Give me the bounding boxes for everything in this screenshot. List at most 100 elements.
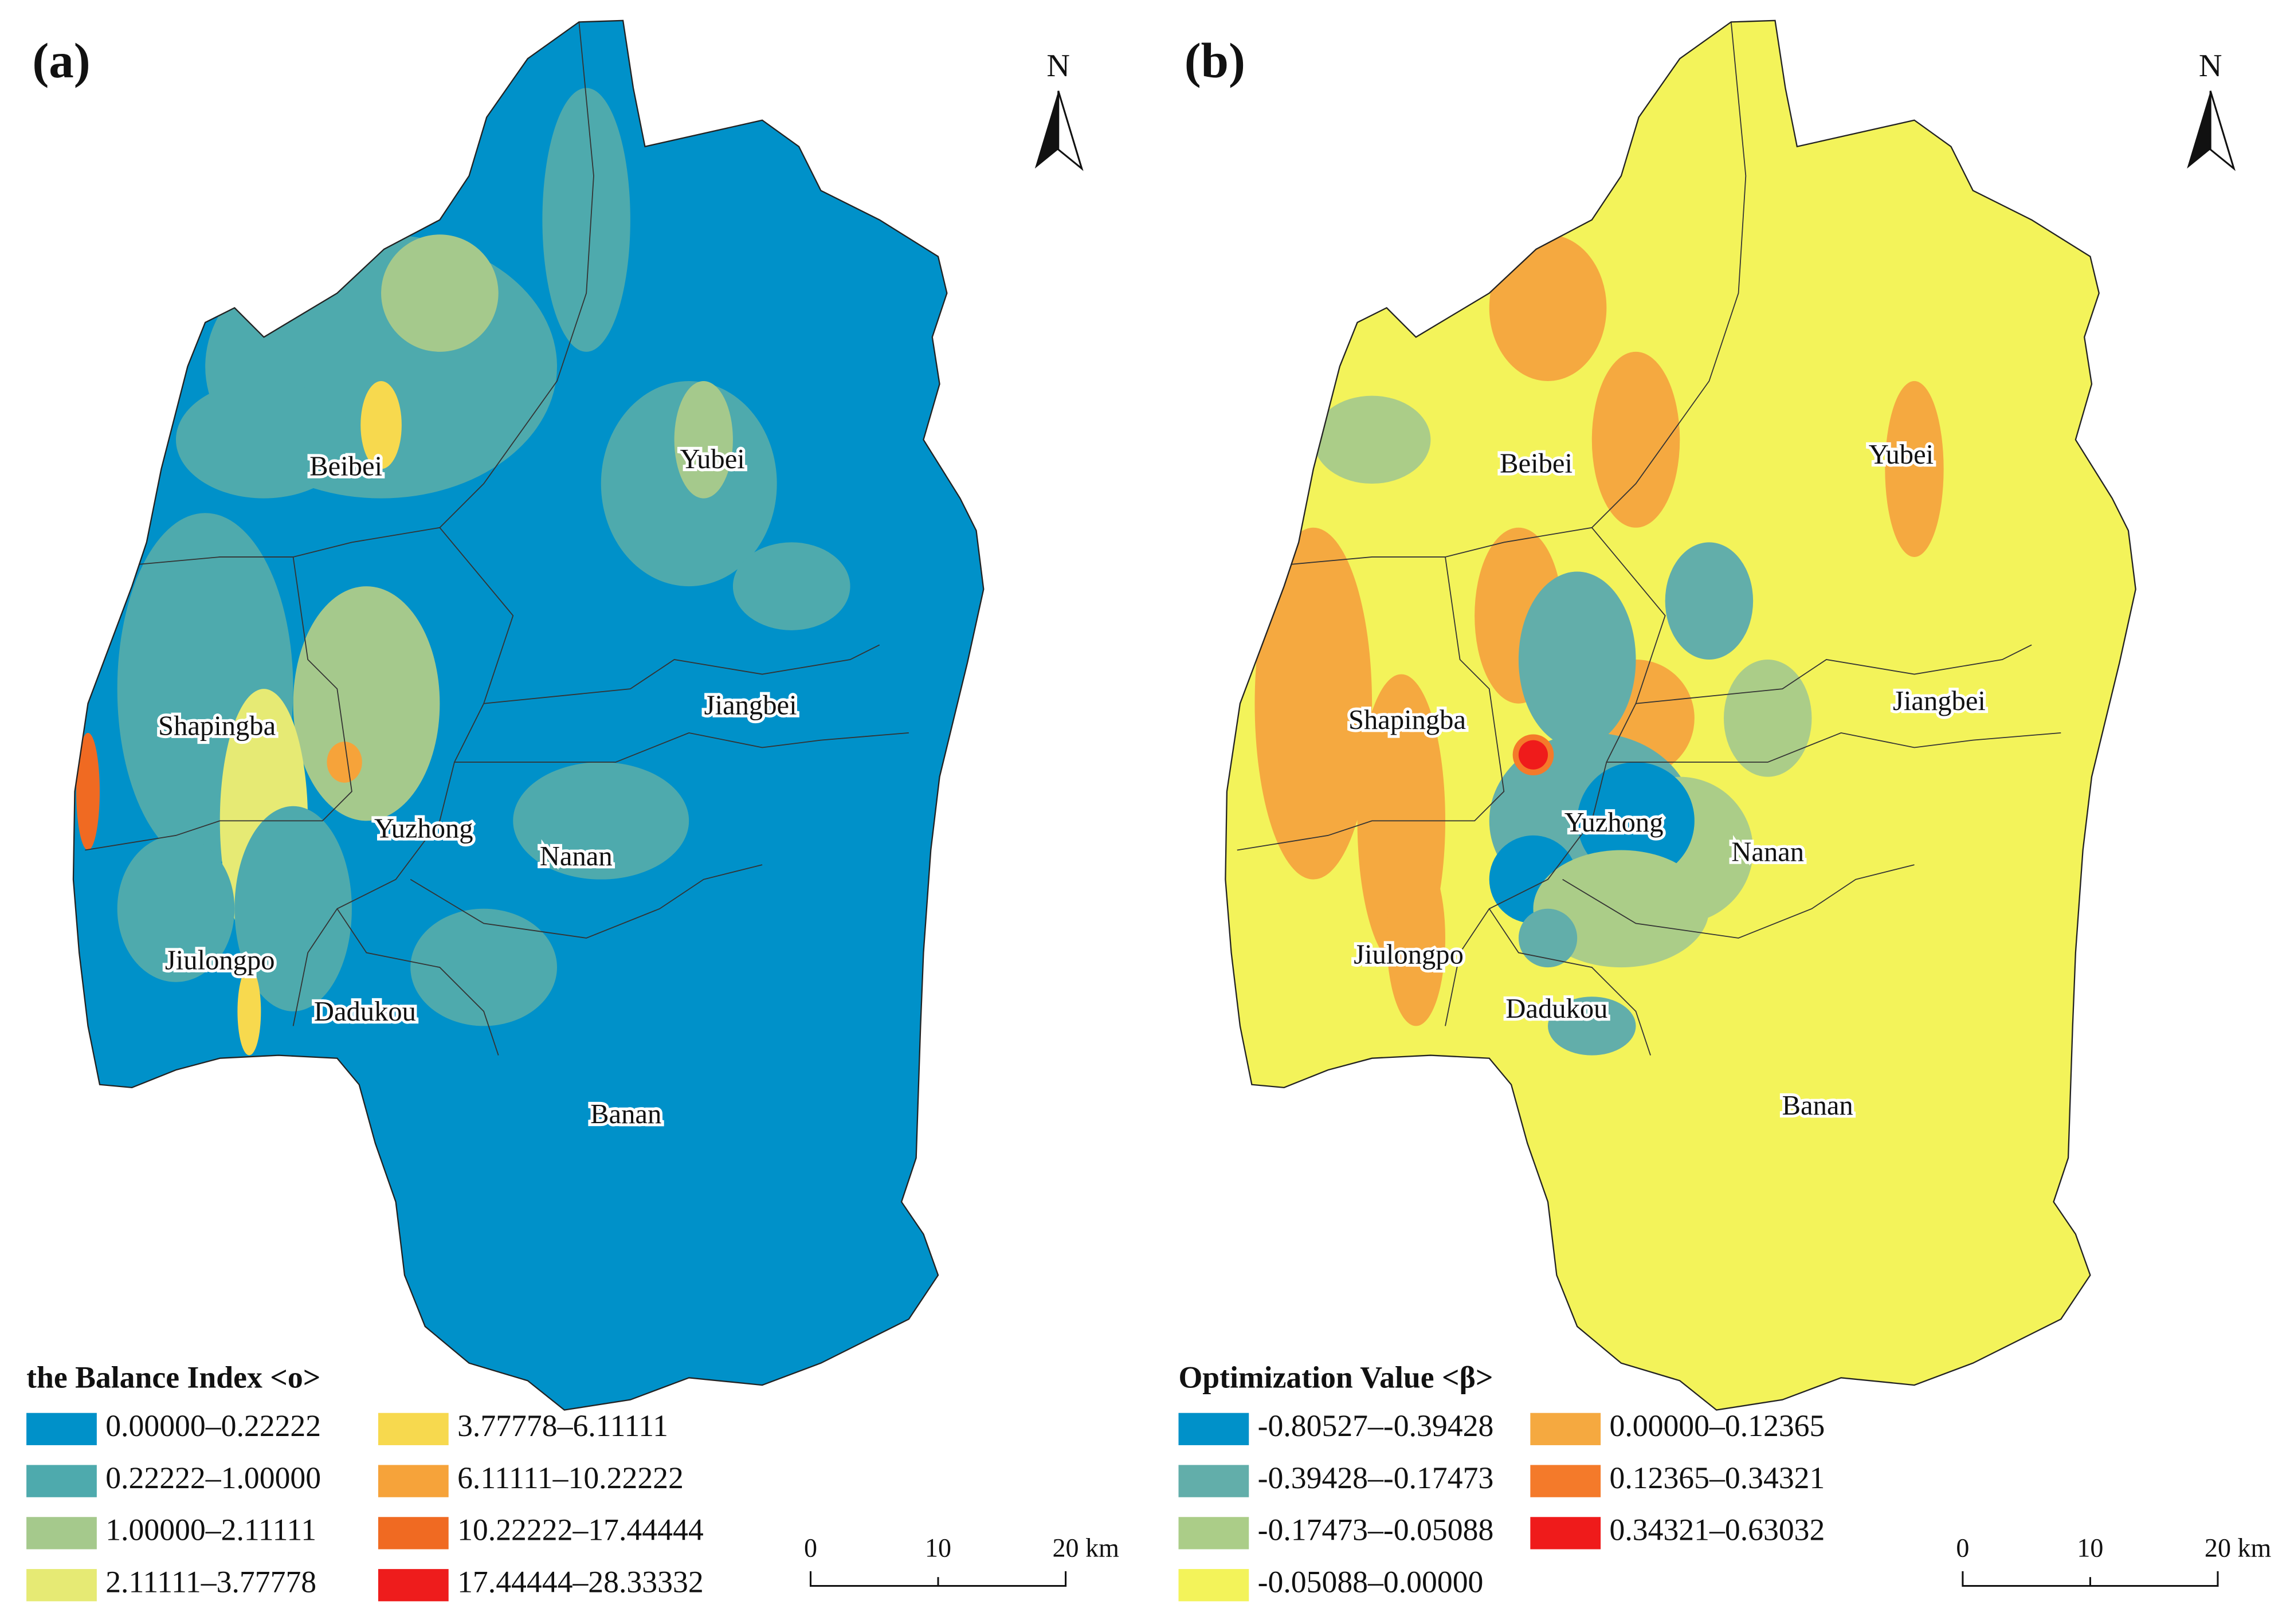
surface-patch bbox=[1548, 997, 1636, 1056]
scale-tick-label: 20 bbox=[2205, 1533, 2231, 1562]
legend-label: -0.80527–-0.39428 bbox=[1258, 1409, 1494, 1443]
legend-label: -0.05088–0.00000 bbox=[1258, 1565, 1484, 1599]
legend-swatch bbox=[26, 1517, 97, 1550]
scale-bar bbox=[809, 1571, 1067, 1587]
district-label: Jiulongpo bbox=[1354, 939, 1464, 970]
district-boundary bbox=[1237, 556, 1505, 851]
legend-swatch bbox=[1178, 1413, 1249, 1445]
surface-patch bbox=[293, 586, 440, 821]
surface-patch bbox=[1518, 740, 1548, 770]
district-boundary bbox=[139, 22, 594, 565]
district-boundary bbox=[292, 527, 514, 1026]
legend-swatch bbox=[1178, 1517, 1249, 1550]
surface-patch bbox=[1591, 351, 1680, 528]
legend-swatch bbox=[26, 1569, 97, 1602]
scale-tick-label: 10 bbox=[925, 1533, 951, 1562]
legend-label: 6.11111–10.22222 bbox=[457, 1461, 684, 1495]
district-label: Shapingba bbox=[1348, 704, 1466, 735]
surface-patch bbox=[237, 967, 261, 1056]
district-boundary bbox=[454, 732, 909, 763]
district-boundary bbox=[1636, 644, 2032, 704]
north-label: N bbox=[2199, 48, 2222, 84]
legend-label: 17.44444–28.33332 bbox=[457, 1565, 704, 1599]
north-arrow-left bbox=[1034, 91, 1058, 169]
surface-patch bbox=[1518, 908, 1578, 968]
district-label: Beibei bbox=[309, 451, 382, 482]
scale-bar bbox=[1962, 1571, 2219, 1587]
legend-label: 1.00000–2.11111 bbox=[105, 1513, 316, 1547]
surface-patch bbox=[410, 908, 558, 1026]
legend-label: 0.00000–0.12365 bbox=[1609, 1409, 1825, 1443]
legend-swatch bbox=[378, 1413, 449, 1445]
surface-patch bbox=[1313, 395, 1431, 484]
surface-patch bbox=[1518, 571, 1636, 748]
legend-swatch bbox=[1530, 1413, 1601, 1445]
district-label: Shapingba bbox=[158, 710, 276, 741]
scale-unit: km bbox=[2237, 1533, 2271, 1562]
surface-patch bbox=[360, 381, 402, 469]
map-panel: (a) N Beibei Yubei Shapingba Jiangbei Yuzhong N… bbox=[26, 19, 1119, 1602]
legend-swatch bbox=[26, 1413, 97, 1445]
surface-patch bbox=[1254, 527, 1373, 880]
legend-label: 0.22222–1.00000 bbox=[105, 1461, 321, 1495]
surface-patch bbox=[327, 742, 362, 783]
district-label: Yubei bbox=[1869, 439, 1934, 470]
district-boundary bbox=[484, 644, 880, 704]
district-boundary bbox=[1562, 864, 1915, 939]
surface-patch bbox=[76, 732, 100, 850]
district-boundary bbox=[336, 908, 499, 1056]
panel-label: (a) bbox=[32, 33, 90, 88]
district-label: Jiangbei bbox=[1893, 685, 1986, 716]
surface-patch bbox=[1577, 762, 1695, 880]
legend-label: 10.22222–17.44444 bbox=[457, 1513, 704, 1547]
surface-patch bbox=[542, 88, 630, 352]
surface-patch bbox=[1489, 234, 1607, 382]
legend-swatch bbox=[1530, 1517, 1601, 1550]
surface bbox=[76, 88, 850, 1056]
north-label: N bbox=[1046, 48, 1070, 84]
surface-patch bbox=[1386, 850, 1446, 1026]
surface-patch bbox=[234, 806, 352, 1011]
legend-swatch bbox=[1178, 1569, 1249, 1602]
legend-swatch bbox=[1178, 1465, 1249, 1497]
legend-title: Optimization Value <β> bbox=[1178, 1360, 1493, 1395]
district-label: Jiulongpo bbox=[165, 945, 275, 976]
surface-patch bbox=[732, 542, 850, 630]
scale-tick-label: 0 bbox=[804, 1533, 817, 1562]
legend-swatch bbox=[378, 1569, 449, 1602]
district-boundary bbox=[410, 864, 763, 939]
scale-tick-label: 20 bbox=[1053, 1533, 1079, 1562]
surface-patch bbox=[1723, 659, 1812, 777]
surface-patch bbox=[1885, 381, 1944, 557]
district-label: Beibei bbox=[1500, 448, 1573, 479]
district-boundary bbox=[85, 556, 352, 851]
scale-tick-label: 0 bbox=[1956, 1533, 1969, 1562]
map-panel: (b) N Beibei Yubei Shapingba Jiangbei Yuzhong N… bbox=[1178, 19, 2271, 1602]
legend-label: 3.77778–6.11111 bbox=[457, 1409, 668, 1443]
legend-title: the Balance Index <ο> bbox=[26, 1360, 320, 1395]
surface-patch bbox=[175, 381, 352, 499]
surface-patch bbox=[1665, 542, 1754, 660]
district-label: Jiangbei bbox=[704, 690, 797, 721]
district-label: Nanan bbox=[540, 841, 613, 872]
district-label: Yubei bbox=[680, 444, 744, 474]
legend-swatch bbox=[378, 1465, 449, 1497]
legend-label: -0.39428–-0.17473 bbox=[1258, 1461, 1494, 1495]
surface bbox=[1254, 234, 1944, 1056]
scale-unit: km bbox=[1085, 1533, 1119, 1562]
region-outline bbox=[1225, 19, 2136, 1411]
district-label: Yuzhong bbox=[374, 813, 473, 844]
legend-swatch bbox=[1530, 1465, 1601, 1497]
legend-label: 0.00000–0.22222 bbox=[105, 1409, 321, 1443]
surface-patch bbox=[117, 835, 235, 982]
legend-swatch bbox=[378, 1517, 449, 1550]
north-arrow-left bbox=[2187, 91, 2211, 169]
surface-patch bbox=[381, 234, 499, 352]
legend-label: 2.11111–3.77778 bbox=[105, 1565, 316, 1599]
legend-label: -0.17473–-0.05088 bbox=[1258, 1513, 1494, 1547]
district-boundary bbox=[1606, 732, 2061, 763]
surface-patch bbox=[674, 381, 733, 499]
district-boundary bbox=[1291, 22, 1747, 565]
district-label: Banan bbox=[1782, 1090, 1853, 1121]
panel-label: (b) bbox=[1185, 33, 1245, 88]
